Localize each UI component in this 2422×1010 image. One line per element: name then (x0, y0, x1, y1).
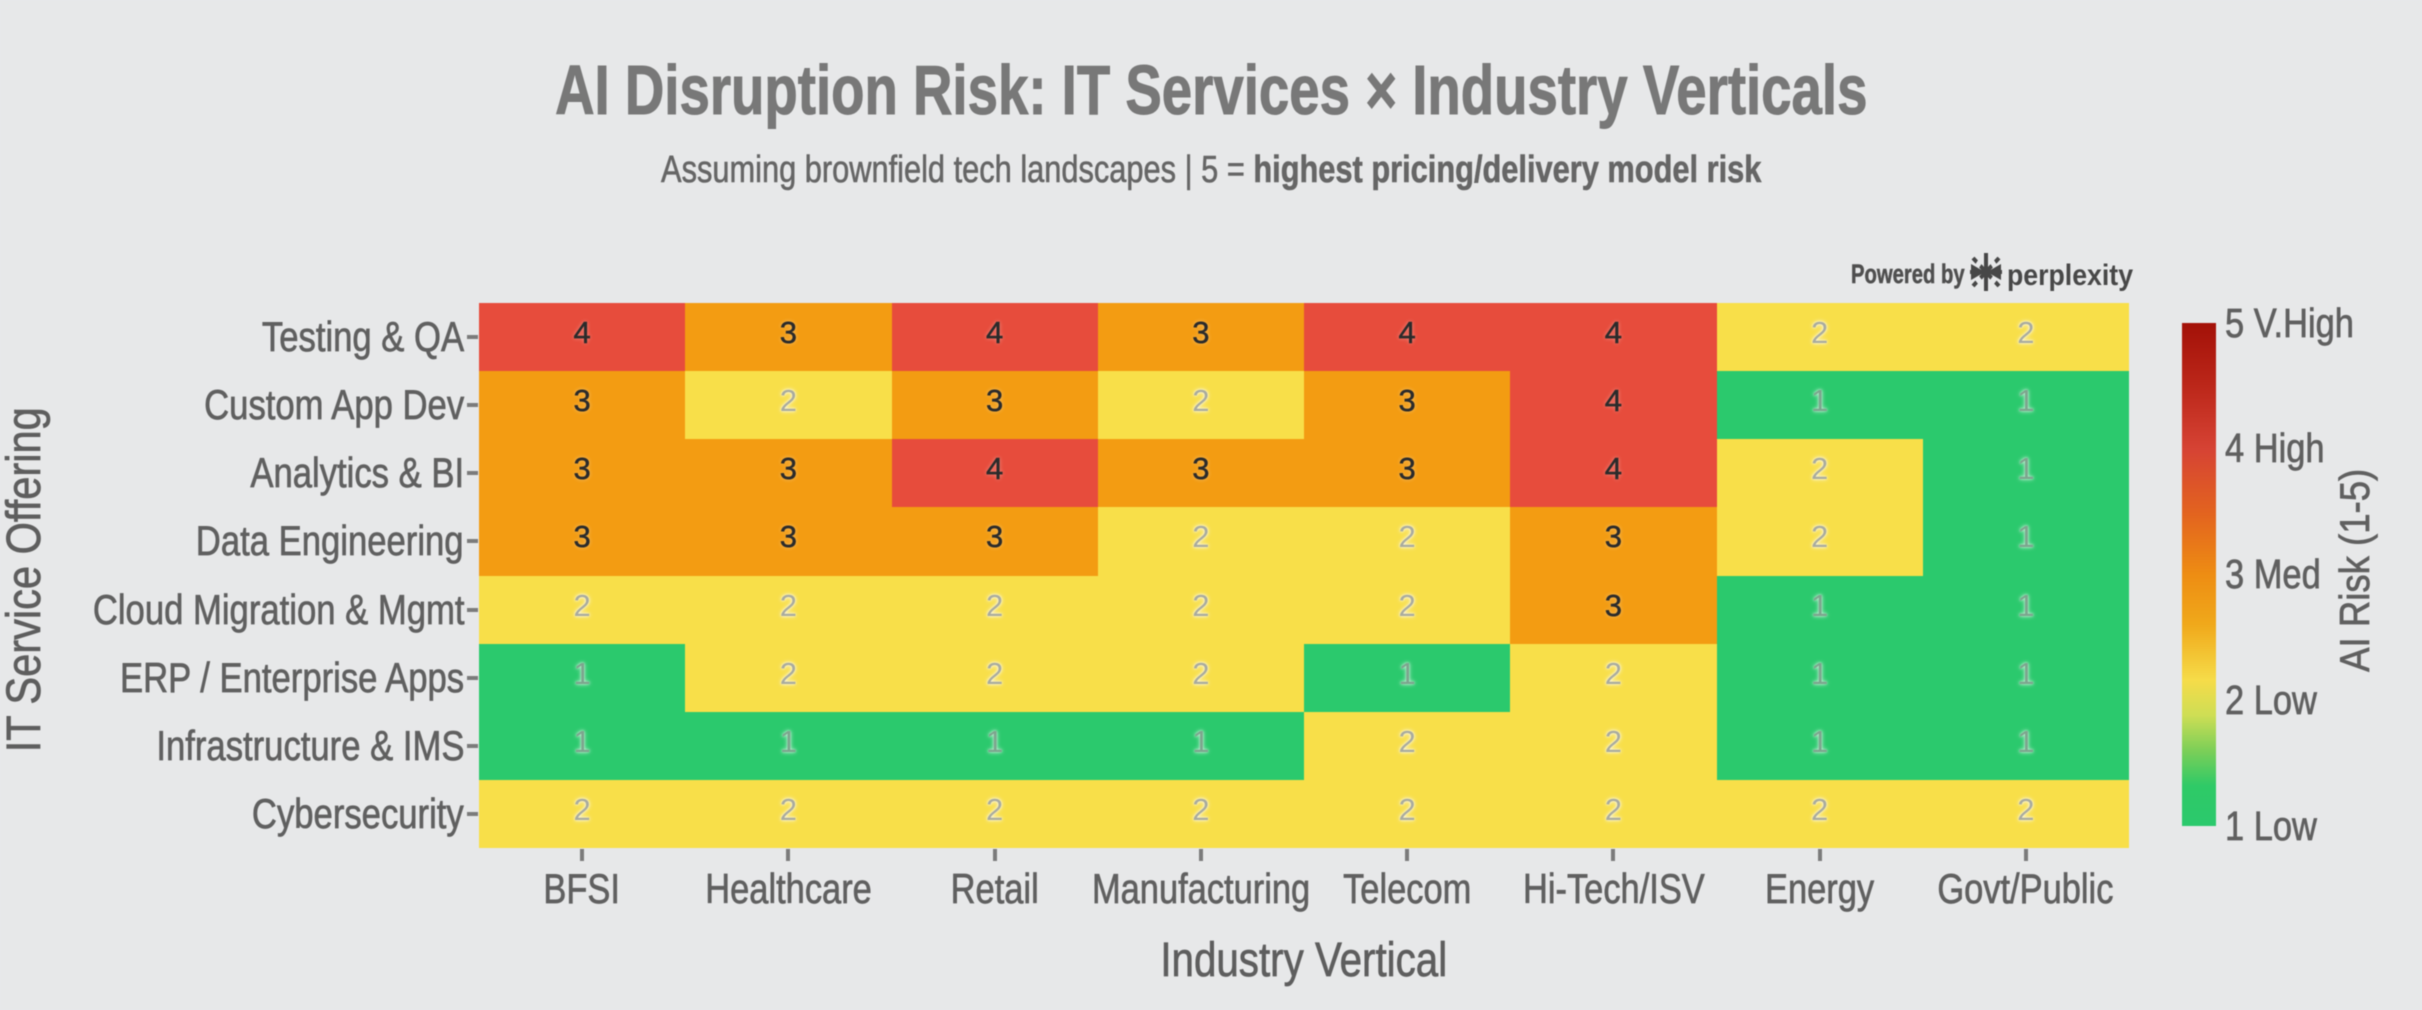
svg-text:Powered by: Powered by (1851, 259, 1965, 290)
svg-text:perplexity: perplexity (2007, 259, 2133, 293)
